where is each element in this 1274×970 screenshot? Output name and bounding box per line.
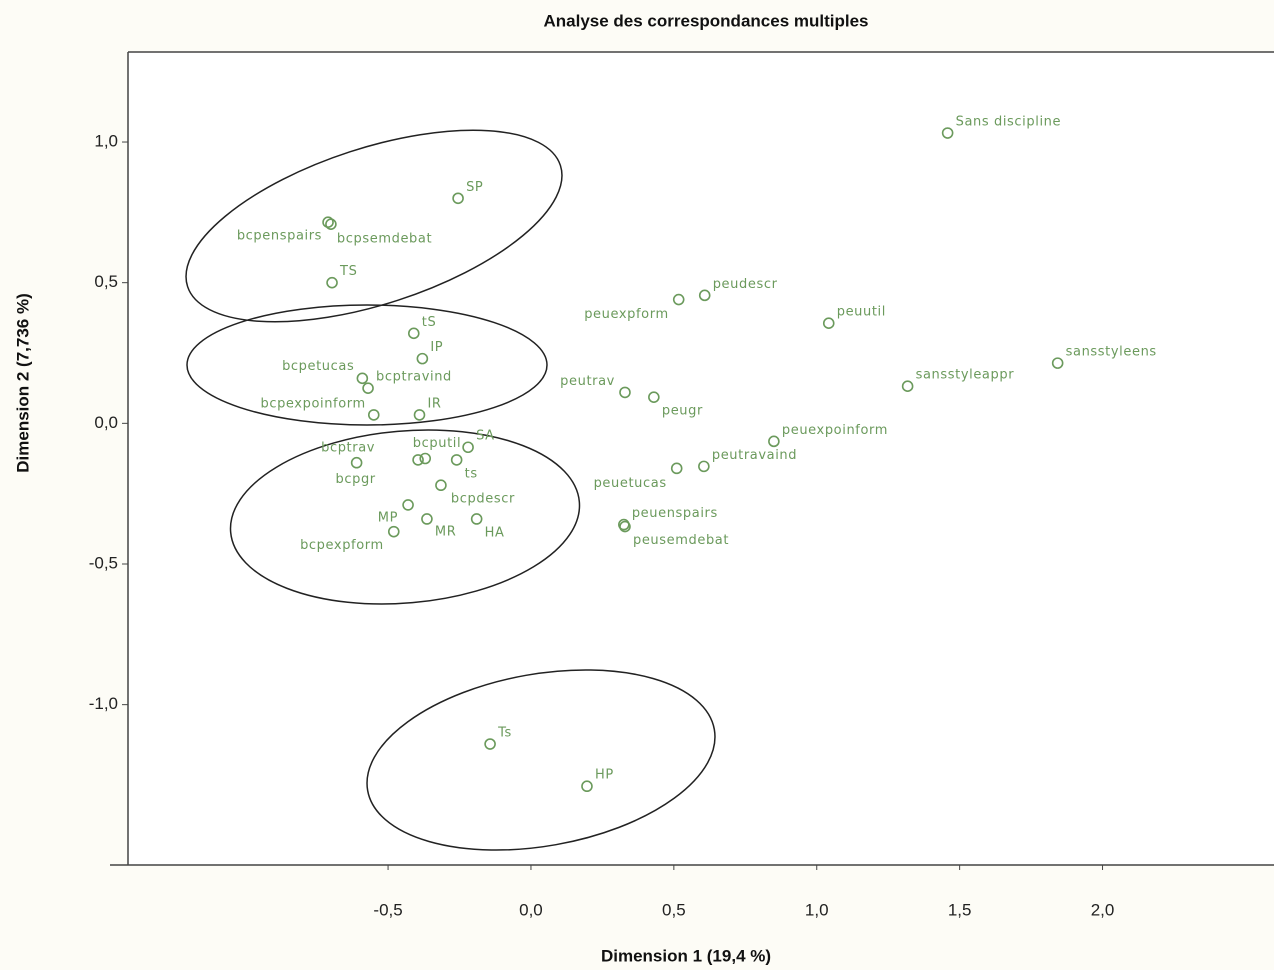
point-label: HA — [485, 525, 505, 540]
x-tick-label: 0,5 — [662, 900, 686, 919]
point-label: ts — [465, 466, 478, 481]
point — [470, 513, 483, 525]
point-label: peuetucas — [594, 476, 667, 491]
point — [362, 382, 374, 394]
x-tick-label: 1,0 — [805, 900, 829, 919]
y-tick-label: 0,5 — [94, 272, 118, 291]
point-label: bcpdescr — [451, 492, 515, 507]
ellipse — [186, 304, 548, 426]
point — [672, 293, 685, 306]
point — [419, 452, 432, 465]
ellipse — [185, 129, 563, 323]
point-label: bcputil — [413, 436, 461, 451]
point — [416, 352, 429, 365]
point — [413, 409, 426, 421]
point-label: peudescr — [713, 277, 778, 292]
point — [901, 380, 914, 393]
point — [941, 127, 954, 139]
point-label: peuexpform — [584, 307, 669, 322]
point-label: MP — [378, 510, 398, 525]
point-label: bcpsemdebat — [337, 232, 432, 247]
point — [387, 525, 400, 538]
point — [435, 479, 447, 492]
point-label: Sans discipline — [956, 115, 1061, 130]
point — [462, 441, 474, 454]
ellipse — [366, 669, 716, 851]
point — [402, 499, 414, 511]
point-label: MR — [435, 524, 456, 539]
y-axis-title: Dimension 2 (7,736 %) — [13, 293, 32, 473]
point-label: bcptravind — [376, 370, 452, 385]
point — [822, 317, 835, 329]
point-label: TS — [339, 264, 357, 279]
point-label: IR — [428, 396, 442, 411]
point-label: sansstyleappr — [916, 368, 1015, 383]
point-label: HP — [595, 768, 614, 783]
point-label: bcpgr — [336, 472, 376, 487]
point — [698, 289, 711, 302]
point — [581, 780, 593, 793]
x-tick-label: 0,0 — [519, 900, 543, 919]
y-tick-label: 1,0 — [94, 132, 118, 151]
point — [356, 372, 369, 385]
x-axis-title: Dimension 1 (19,4 %) — [601, 946, 771, 965]
point — [619, 520, 631, 533]
point — [648, 391, 660, 403]
point — [450, 454, 463, 466]
y-tick-label: 0,0 — [94, 413, 118, 432]
point — [322, 216, 334, 228]
x-tick-label: 2,0 — [1091, 900, 1115, 919]
point — [484, 738, 496, 750]
point — [407, 327, 420, 340]
point-label: peusemdebat — [633, 533, 729, 548]
point-label: peuenspairs — [632, 506, 718, 521]
point-label: bcpexpform — [300, 538, 384, 553]
point-label: SP — [466, 180, 483, 195]
point-label: peutrav — [560, 374, 615, 389]
point-label: peutravaind — [712, 448, 797, 463]
x-tick-label: -0,5 — [373, 900, 402, 919]
point-label: bcptrav — [321, 440, 375, 455]
plot-area — [128, 52, 1274, 865]
y-tick-label: -1,0 — [89, 694, 118, 713]
x-tick-label: 1,5 — [948, 900, 972, 919]
point — [367, 409, 380, 421]
point — [421, 513, 433, 525]
point — [670, 462, 683, 475]
point-label: SA — [476, 429, 495, 444]
point — [326, 276, 338, 289]
y-tick-label: -0,5 — [89, 553, 118, 572]
point-label: peuutil — [837, 305, 886, 320]
point-label: tS — [422, 315, 437, 330]
point-label: Ts — [497, 726, 512, 741]
point — [325, 218, 337, 230]
point — [1051, 357, 1064, 369]
point-label: sansstyleens — [1066, 345, 1157, 360]
point — [619, 386, 631, 399]
point-label: bcpetucas — [282, 359, 354, 374]
point-label: peugr — [662, 404, 703, 419]
ellipse — [229, 429, 581, 605]
point-label: bcpexpoinform — [260, 396, 365, 411]
group-ellipses — [185, 129, 716, 851]
point-label: bcpenspairs — [237, 229, 322, 244]
point — [698, 460, 710, 473]
point — [452, 192, 464, 205]
point — [412, 454, 424, 466]
point-label: peuexpoinform — [782, 423, 888, 438]
chart-title: Analyse des correspondances multiples — [543, 11, 868, 30]
point — [350, 456, 363, 469]
point — [768, 435, 780, 448]
point-label: IP — [430, 340, 443, 355]
